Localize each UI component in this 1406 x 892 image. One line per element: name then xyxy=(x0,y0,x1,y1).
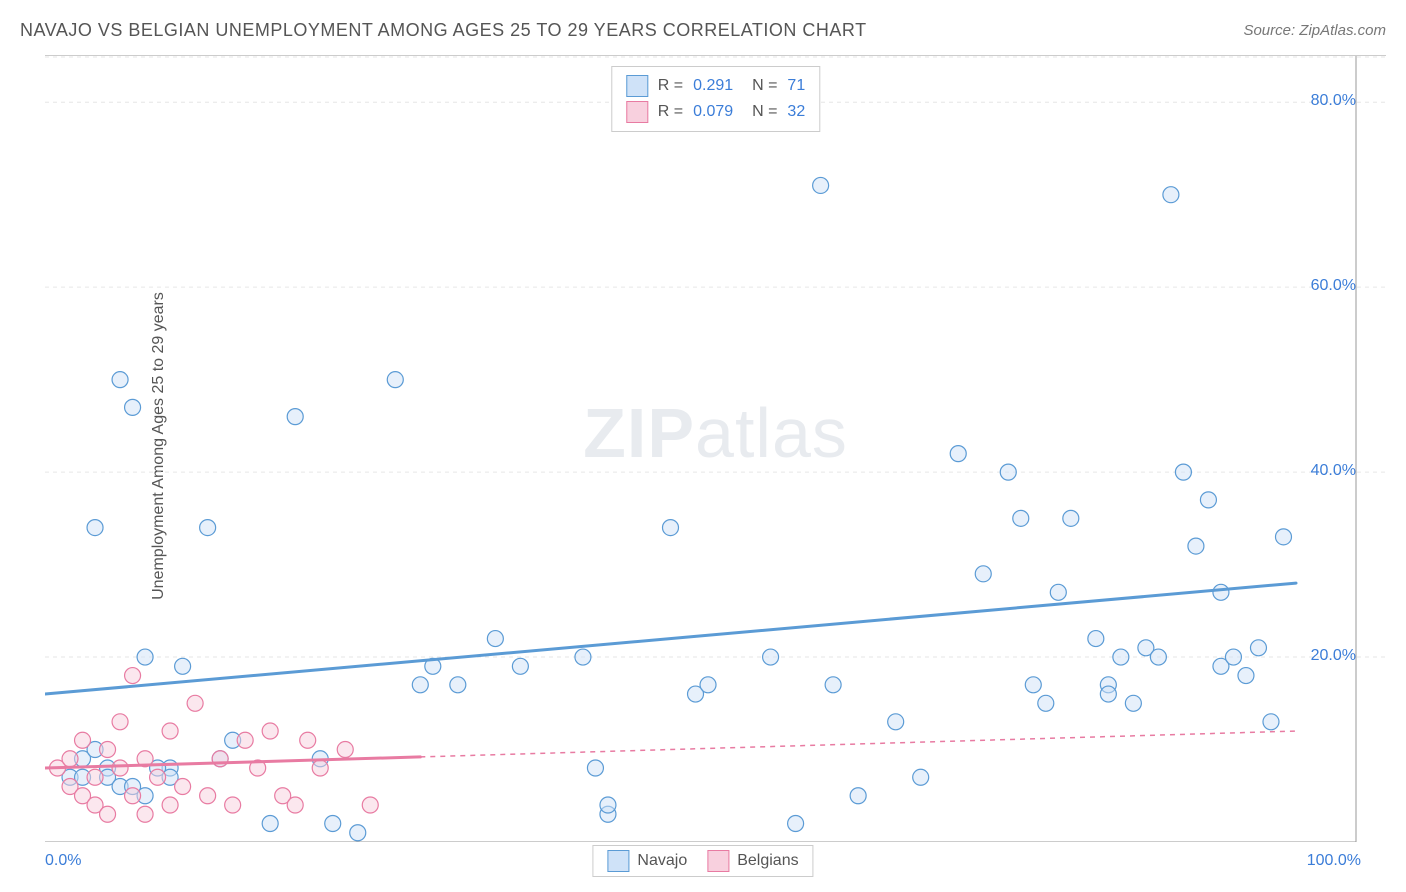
chart-header: NAVAJO VS BELGIAN UNEMPLOYMENT AMONG AGE… xyxy=(20,20,1386,41)
scatter-plot xyxy=(45,56,1386,842)
n-value-navajo: 71 xyxy=(787,77,805,95)
r-value-navajo: 0.291 xyxy=(693,77,733,95)
y-tick-label: 60.0% xyxy=(1311,277,1356,295)
r-label: R = xyxy=(658,77,683,95)
correlation-stats-box: R = 0.291 N = 71 R = 0.079 N = 32 xyxy=(611,66,820,132)
legend: Navajo Belgians xyxy=(592,845,813,877)
stats-row-belgians: R = 0.079 N = 32 xyxy=(626,99,805,125)
chart-area: ZIPatlas R = 0.291 N = 71 R = 0.079 N = … xyxy=(45,55,1386,842)
swatch-belgians xyxy=(707,850,729,872)
n-label: N = xyxy=(743,77,777,95)
y-tick-label: 20.0% xyxy=(1311,647,1356,665)
legend-label-navajo: Navajo xyxy=(637,852,687,870)
n-value-belgians: 32 xyxy=(787,103,805,121)
r-label: R = xyxy=(658,103,683,121)
legend-item-navajo: Navajo xyxy=(607,850,687,872)
x-max-label: 100.0% xyxy=(1307,852,1361,870)
legend-label-belgians: Belgians xyxy=(737,852,798,870)
swatch-belgians xyxy=(626,101,648,123)
x-min-label: 0.0% xyxy=(45,852,81,870)
n-label: N = xyxy=(743,103,777,121)
swatch-navajo xyxy=(626,75,648,97)
r-value-belgians: 0.079 xyxy=(693,103,733,121)
legend-item-belgians: Belgians xyxy=(707,850,798,872)
chart-title: NAVAJO VS BELGIAN UNEMPLOYMENT AMONG AGE… xyxy=(20,20,867,41)
source-attribution: Source: ZipAtlas.com xyxy=(1243,22,1386,39)
y-tick-label: 80.0% xyxy=(1311,92,1356,110)
y-tick-label: 40.0% xyxy=(1311,462,1356,480)
swatch-navajo xyxy=(607,850,629,872)
stats-row-navajo: R = 0.291 N = 71 xyxy=(626,73,805,99)
